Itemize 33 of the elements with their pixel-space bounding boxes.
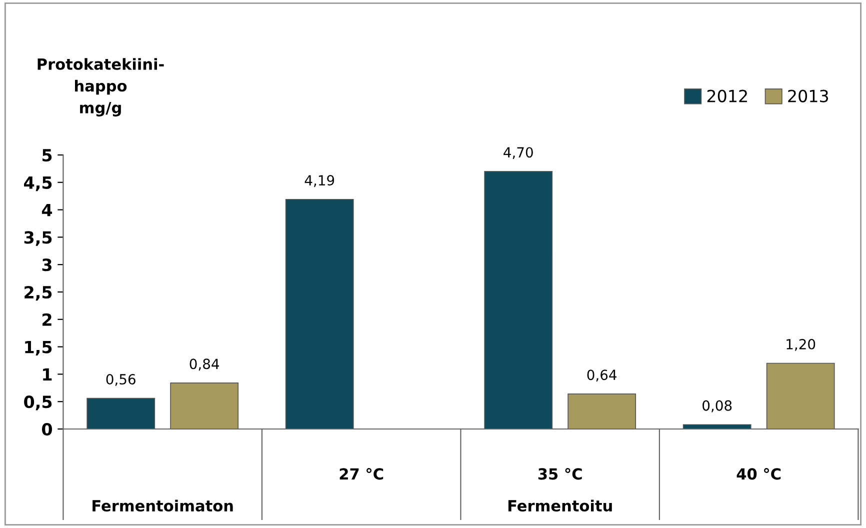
bar	[170, 382, 239, 429]
data-label: 0,84	[190, 358, 220, 371]
bar	[285, 198, 354, 429]
data-label: 0,56	[106, 374, 136, 386]
legend-label: 2013	[788, 90, 828, 102]
data-label: 0,08	[702, 400, 732, 412]
y-tick-label: 0	[42, 422, 52, 436]
y-tick-label: 0,5	[24, 396, 52, 410]
bar	[86, 398, 156, 429]
legend-label: 2012	[707, 90, 747, 102]
data-label: 0,64	[587, 370, 617, 382]
text: Fermentoimaton	[92, 500, 233, 512]
x-tick-label: 40 °C	[736, 468, 781, 480]
bar	[568, 394, 636, 429]
y-tick-label: 2,5	[24, 286, 52, 301]
y-tick-label: 4,5	[24, 176, 52, 192]
y-tick-label: 1	[43, 368, 52, 381]
data-label: 1,20	[786, 338, 816, 351]
bar	[766, 362, 835, 429]
y-tick-label: 3	[42, 258, 52, 272]
y-axis-title: Protokatekiini- happo mg/g	[38, 58, 164, 116]
data-label: 4,70	[504, 147, 533, 160]
bar	[484, 170, 553, 429]
data-label: 4,19	[304, 175, 334, 187]
y-tick-label: 5	[42, 149, 52, 162]
y-tick-label: 4	[42, 204, 52, 216]
bar	[682, 424, 752, 429]
text: Fermentoitu	[508, 500, 612, 512]
x-tick-label: 27 °C	[340, 468, 384, 480]
y-tick-label: 1,5	[25, 340, 52, 356]
y-tick-label: 2	[42, 313, 52, 326]
y-tick-label: 3,5	[24, 231, 52, 246]
x-tick-label: 35 °C	[538, 468, 582, 480]
